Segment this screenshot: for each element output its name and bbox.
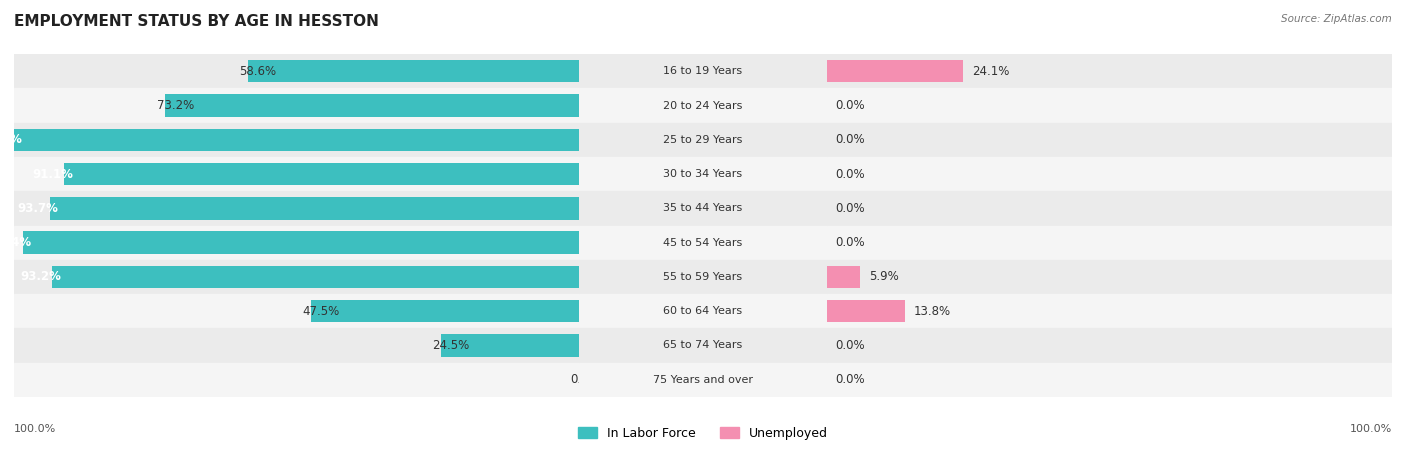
Bar [14, 363, 579, 397]
Text: 0.0%: 0.0% [835, 99, 865, 112]
Text: 13.8%: 13.8% [914, 305, 950, 318]
Text: 45 to 54 Years: 45 to 54 Years [664, 238, 742, 248]
Text: 24.5%: 24.5% [432, 339, 470, 352]
Bar [827, 266, 860, 288]
Text: EMPLOYMENT STATUS BY AGE IN HESSTON: EMPLOYMENT STATUS BY AGE IN HESSTON [14, 14, 380, 28]
Bar [247, 60, 579, 83]
Text: Source: ZipAtlas.com: Source: ZipAtlas.com [1281, 14, 1392, 23]
Text: 75 Years and over: 75 Years and over [652, 375, 754, 385]
Bar [52, 266, 579, 288]
Bar [827, 88, 1392, 123]
Bar [14, 226, 579, 260]
Text: 30 to 34 Years: 30 to 34 Years [664, 169, 742, 179]
Bar [579, 157, 827, 191]
Text: 100.0%: 100.0% [14, 424, 56, 434]
Bar [827, 328, 1392, 363]
Bar [14, 260, 579, 294]
Bar [14, 328, 579, 363]
Text: 0.0%: 0.0% [835, 339, 865, 352]
Bar [579, 123, 827, 157]
Text: 91.1%: 91.1% [32, 168, 73, 180]
Text: 55 to 59 Years: 55 to 59 Years [664, 272, 742, 282]
Text: 93.2%: 93.2% [20, 271, 60, 283]
Bar [579, 88, 827, 123]
Bar [579, 328, 827, 363]
Text: 0.0%: 0.0% [571, 373, 600, 386]
Bar [579, 260, 827, 294]
Bar [14, 191, 579, 226]
Bar [579, 191, 827, 226]
Text: 100.0%: 100.0% [0, 133, 22, 146]
Bar [827, 300, 905, 322]
Text: 0.0%: 0.0% [835, 133, 865, 146]
Text: 16 to 19 Years: 16 to 19 Years [664, 66, 742, 76]
Bar [166, 94, 579, 117]
Bar [827, 123, 1392, 157]
Bar [827, 363, 1392, 397]
Bar [827, 191, 1392, 226]
Bar [22, 231, 579, 254]
Text: 58.6%: 58.6% [239, 65, 277, 78]
Bar [65, 163, 579, 185]
Bar [14, 54, 579, 88]
Bar [579, 363, 827, 397]
Text: 100.0%: 100.0% [1350, 424, 1392, 434]
Text: 0.0%: 0.0% [835, 373, 865, 386]
Bar [14, 294, 579, 328]
Bar [579, 54, 827, 88]
Bar [440, 334, 579, 357]
Text: 98.4%: 98.4% [0, 236, 31, 249]
Legend: In Labor Force, Unemployed: In Labor Force, Unemployed [572, 422, 834, 445]
Text: 25 to 29 Years: 25 to 29 Years [664, 135, 742, 145]
Text: 93.7%: 93.7% [17, 202, 58, 215]
Text: 35 to 44 Years: 35 to 44 Years [664, 203, 742, 213]
Bar [827, 54, 1392, 88]
Bar [14, 157, 579, 191]
Text: 73.2%: 73.2% [157, 99, 194, 112]
Bar [14, 123, 579, 157]
Bar [827, 260, 1392, 294]
Text: 0.0%: 0.0% [835, 236, 865, 249]
Bar [827, 60, 963, 83]
Bar [827, 157, 1392, 191]
Bar [827, 294, 1392, 328]
Bar [311, 300, 579, 322]
Bar [579, 294, 827, 328]
Bar [14, 129, 579, 151]
Text: 0.0%: 0.0% [835, 168, 865, 180]
Bar [14, 88, 579, 123]
Text: 5.9%: 5.9% [869, 271, 898, 283]
Text: 60 to 64 Years: 60 to 64 Years [664, 306, 742, 316]
Bar [579, 226, 827, 260]
Bar [49, 197, 579, 220]
Text: 24.1%: 24.1% [972, 65, 1010, 78]
Text: 20 to 24 Years: 20 to 24 Years [664, 101, 742, 110]
Bar [827, 226, 1392, 260]
Text: 0.0%: 0.0% [835, 202, 865, 215]
Text: 47.5%: 47.5% [302, 305, 339, 318]
Text: 65 to 74 Years: 65 to 74 Years [664, 341, 742, 350]
